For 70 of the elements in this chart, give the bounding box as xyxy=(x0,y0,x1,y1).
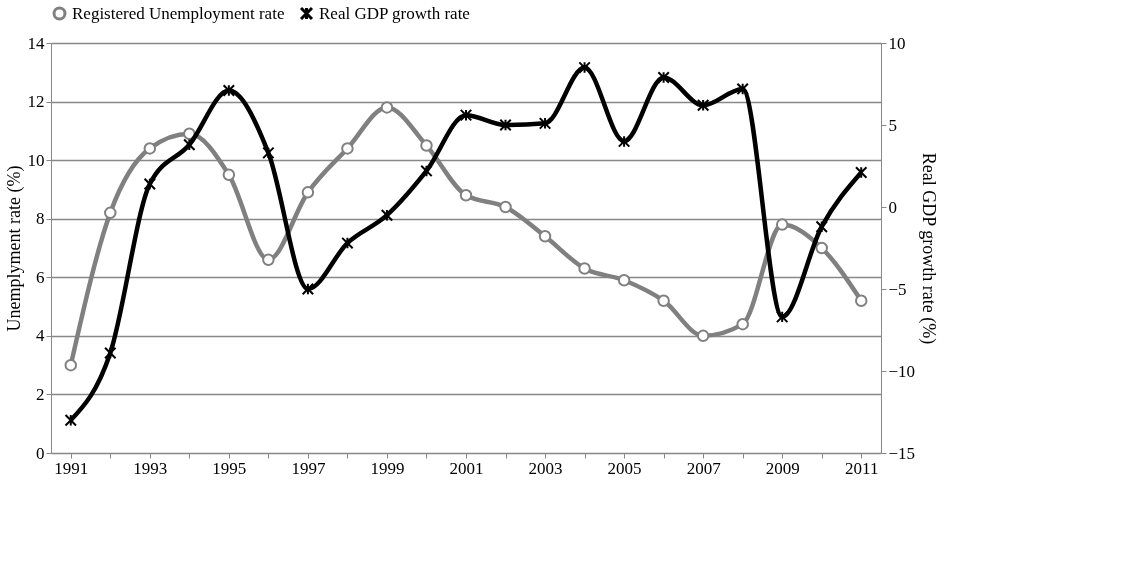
y2-tick-label: −15 xyxy=(888,443,916,463)
point xyxy=(301,282,315,296)
x-tick-label: 1999 xyxy=(370,458,405,478)
point xyxy=(775,310,789,324)
point xyxy=(459,189,473,202)
point xyxy=(815,220,828,233)
y-tick-label: 12 xyxy=(27,92,45,112)
point xyxy=(104,206,117,220)
x-tick-label: 1997 xyxy=(291,458,326,478)
point xyxy=(499,200,512,214)
x-tick-label: 1995 xyxy=(212,458,247,478)
y2-tick-label: −10 xyxy=(888,361,916,381)
x-tick-label: 1991 xyxy=(54,458,89,478)
point xyxy=(617,273,631,287)
y2-tick-label: 5 xyxy=(888,115,897,135)
legend-label: Real GDP growth rate xyxy=(319,3,470,23)
point xyxy=(183,138,196,151)
point xyxy=(538,230,552,243)
point xyxy=(617,135,631,148)
point xyxy=(64,358,78,372)
point xyxy=(854,294,868,307)
y-tick-label: 4 xyxy=(36,326,45,346)
point xyxy=(262,146,275,160)
y-tick-label: 0 xyxy=(36,443,45,463)
y2-tick-label: 0 xyxy=(888,197,897,217)
y-tick-label: 14 xyxy=(27,33,45,53)
point xyxy=(420,139,433,152)
x-tick-label: 1993 xyxy=(133,458,168,478)
point xyxy=(696,329,710,343)
point xyxy=(301,186,315,199)
point xyxy=(499,118,512,132)
y-tick-label: 2 xyxy=(36,384,45,404)
y-tick-label: 10 xyxy=(27,150,45,170)
point xyxy=(538,117,552,130)
y-tick-label: 6 xyxy=(36,267,45,287)
point xyxy=(143,142,157,155)
x-tick-label: 2007 xyxy=(686,458,722,478)
y-axis-title: Unemplyment rate (%) xyxy=(3,165,25,332)
point xyxy=(578,262,591,275)
point xyxy=(815,241,828,255)
y2-tick-label: −5 xyxy=(888,279,907,299)
point xyxy=(578,61,591,74)
x-tick-label: 2011 xyxy=(845,458,879,478)
point xyxy=(775,218,789,231)
x-tick-label: 2005 xyxy=(607,458,642,478)
legend-label: Registered Unemployment rate xyxy=(72,3,285,23)
point xyxy=(459,108,473,122)
x-tick-label: 2001 xyxy=(449,458,484,478)
point xyxy=(854,166,868,179)
y-tick-label: 8 xyxy=(36,209,45,229)
point xyxy=(222,84,236,97)
point xyxy=(736,82,749,96)
point xyxy=(341,142,354,155)
y2-axis-title: Real GDP growth rate (%) xyxy=(918,152,940,345)
point xyxy=(657,71,670,84)
point xyxy=(64,413,78,427)
x-tick-label: 2009 xyxy=(765,458,800,478)
y2-tick-label: 10 xyxy=(888,33,906,53)
point xyxy=(696,99,710,112)
point xyxy=(657,294,670,307)
point xyxy=(222,168,236,182)
point xyxy=(341,236,354,250)
point xyxy=(736,317,749,331)
point xyxy=(143,177,157,191)
point xyxy=(262,253,275,266)
point xyxy=(104,346,117,360)
point xyxy=(380,101,394,114)
point xyxy=(380,208,394,222)
x-tick-label: 2003 xyxy=(528,458,563,478)
point xyxy=(420,164,433,178)
